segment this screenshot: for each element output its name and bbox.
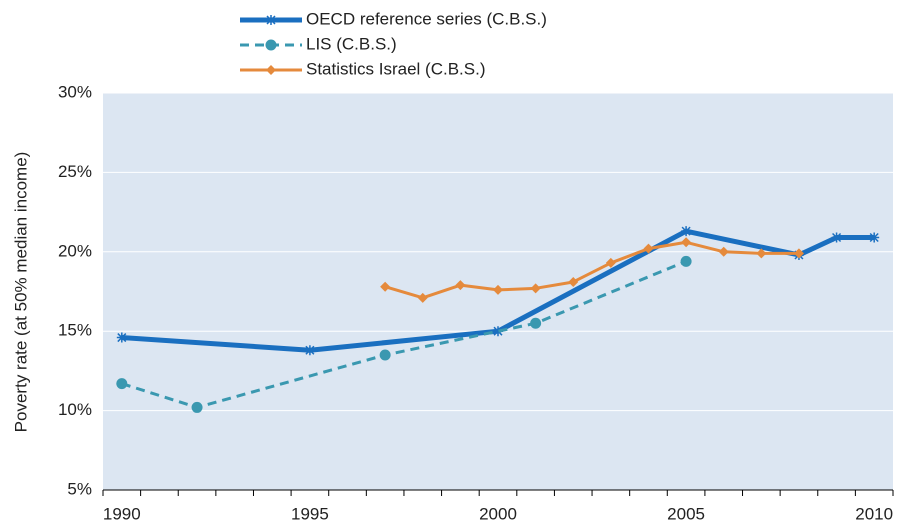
data-point	[455, 280, 466, 291]
data-point	[568, 276, 579, 287]
data-point	[681, 226, 692, 237]
legend-label: OECD reference series (C.B.S.)	[306, 9, 547, 28]
x-tick-label: 1990	[103, 504, 141, 523]
data-point	[756, 248, 767, 259]
data-point	[530, 283, 541, 294]
x-tick-label: 1995	[291, 504, 329, 523]
data-point	[116, 332, 127, 343]
legend-label: LIS (C.B.S.)	[306, 34, 397, 53]
data-point	[530, 317, 542, 329]
data-point	[191, 401, 203, 413]
data-point	[831, 232, 842, 243]
data-point	[304, 345, 315, 356]
y-tick-label: 10%	[58, 400, 92, 419]
x-tick-label: 2005	[667, 504, 705, 523]
legend-marker	[265, 39, 277, 51]
y-tick-label: 15%	[58, 321, 92, 340]
data-point	[718, 246, 729, 257]
x-tick-label: 2010	[855, 504, 893, 523]
data-point	[116, 378, 128, 390]
data-point	[493, 284, 503, 295]
y-tick-label: 20%	[58, 241, 92, 260]
legend-marker	[266, 15, 276, 25]
series-line	[384, 240, 799, 300]
y-tick-label: 5%	[67, 479, 92, 498]
legend-marker	[266, 65, 276, 75]
data-point	[681, 237, 692, 248]
data-point	[417, 292, 428, 303]
legend-label: Statistics Israel (C.B.S.)	[306, 59, 485, 78]
data-point	[793, 248, 804, 259]
data-point	[379, 349, 391, 361]
data-point	[643, 243, 654, 254]
y-tick-label: 30%	[58, 82, 92, 101]
data-point	[380, 281, 391, 292]
data-point	[605, 257, 616, 268]
data-point	[869, 232, 880, 243]
data-point	[493, 326, 503, 337]
y-axis-label: Poverty rate (at 50% median income)	[11, 152, 30, 433]
x-tick-label: 2000	[479, 504, 517, 523]
data-point	[680, 255, 692, 267]
y-tick-label: 25%	[58, 162, 92, 181]
